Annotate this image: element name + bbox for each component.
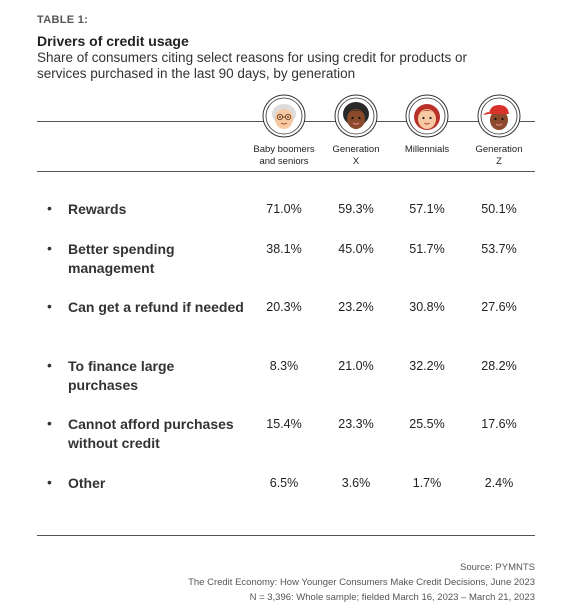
column-label: Generation X	[318, 144, 394, 168]
table-cell: 38.1%	[246, 240, 322, 259]
table-cell: 20.3%	[246, 298, 322, 317]
table-cell: 8.3%	[246, 357, 322, 376]
table-cell: 28.2%	[461, 357, 537, 376]
table-cell: 2.4%	[461, 474, 537, 493]
chart-subtitle: Share of consumers citing select reasons…	[37, 50, 497, 82]
row-label: Other	[68, 474, 248, 493]
row-label: Better spending management	[68, 240, 248, 278]
table-cell: 3.6%	[318, 474, 394, 493]
table-cell: 71.0%	[246, 200, 322, 219]
table-cell: 25.5%	[389, 415, 465, 434]
column-header-genz: Generation Z	[461, 94, 537, 168]
source-credit: Source: PYMNTS	[460, 562, 535, 573]
generation-z-avatar-icon	[477, 94, 521, 138]
table-cell: 57.1%	[389, 200, 465, 219]
row-bullet: •	[47, 200, 52, 216]
table-cell: 15.4%	[246, 415, 322, 434]
chart-title: Drivers of credit usage	[37, 33, 189, 49]
column-header-millennials: Millennials	[389, 94, 465, 156]
table-cell: 23.3%	[318, 415, 394, 434]
table-cell: 1.7%	[389, 474, 465, 493]
row-bullet: •	[47, 240, 52, 256]
header-rule	[37, 171, 535, 172]
table-cell: 32.2%	[389, 357, 465, 376]
row-label: Can get a refund if needed	[68, 298, 248, 317]
row-label: Rewards	[68, 200, 248, 219]
source-sample: N = 3,396: Whole sample; fielded March 1…	[250, 592, 535, 603]
table-cell: 21.0%	[318, 357, 394, 376]
table-cell: 23.2%	[318, 298, 394, 317]
column-header-boomers: Baby boomers and seniors	[246, 94, 322, 168]
column-label: Millennials	[389, 144, 465, 156]
millennial-avatar-icon	[405, 94, 449, 138]
table-label: TABLE 1:	[37, 14, 88, 26]
row-label: Cannot afford purchases without credit	[68, 415, 258, 453]
table-cell: 27.6%	[461, 298, 537, 317]
table-cell: 45.0%	[318, 240, 394, 259]
table-cell: 50.1%	[461, 200, 537, 219]
table-cell: 51.7%	[389, 240, 465, 259]
table-cell: 30.8%	[389, 298, 465, 317]
row-bullet: •	[47, 357, 52, 373]
generation-x-avatar-icon	[334, 94, 378, 138]
row-bullet: •	[47, 474, 52, 490]
source-report: The Credit Economy: How Younger Consumer…	[188, 577, 535, 588]
table-cell: 53.7%	[461, 240, 537, 259]
row-bullet: •	[47, 298, 52, 314]
row-label: To finance large purchases	[68, 357, 248, 395]
column-header-genx: Generation X	[318, 94, 394, 168]
table-cell: 6.5%	[246, 474, 322, 493]
table-cell: 17.6%	[461, 415, 537, 434]
column-label: Baby boomers and seniors	[246, 144, 322, 168]
baby-boomer-avatar-icon	[262, 94, 306, 138]
row-bullet: •	[47, 415, 52, 431]
table-cell: 59.3%	[318, 200, 394, 219]
column-label: Generation Z	[461, 144, 537, 168]
bottom-rule	[37, 535, 535, 536]
